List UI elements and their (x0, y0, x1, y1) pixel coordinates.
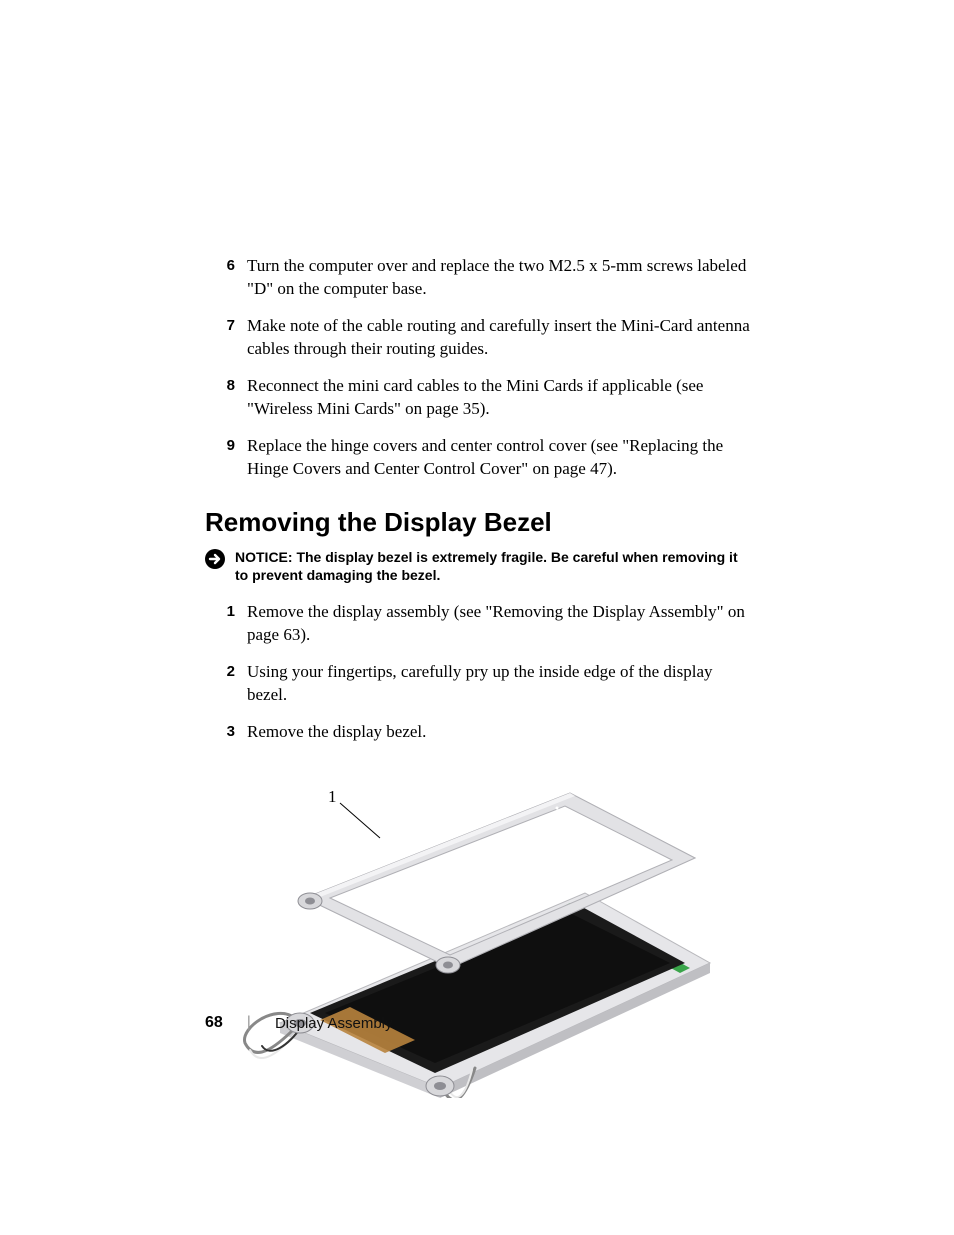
notice-text: NOTICE: The display bezel is extremely f… (235, 548, 754, 586)
steps-bottom: 1 Remove the display assembly (see "Remo… (205, 601, 754, 744)
notice-label: NOTICE: (235, 549, 296, 565)
footer-separator: | (247, 1014, 251, 1032)
step-number: 2 (205, 661, 247, 707)
list-item: 8 Reconnect the mini card cables to the … (205, 375, 754, 421)
display-bezel-illustration: 1 (240, 768, 720, 1098)
step-text: Remove the display assembly (see "Removi… (247, 601, 754, 647)
notice-body: The display bezel is extremely fragile. … (235, 549, 738, 584)
callout-1: 1 (328, 787, 380, 838)
notice-icon (205, 549, 225, 569)
section-heading: Removing the Display Bezel (205, 507, 754, 538)
notice: NOTICE: The display bezel is extremely f… (205, 548, 754, 586)
step-number: 9 (205, 435, 247, 481)
page-footer: 68 | Display Assembly (205, 1014, 393, 1032)
step-number: 8 (205, 375, 247, 421)
step-text: Turn the computer over and replace the t… (247, 255, 754, 301)
step-text: Replace the hinge covers and center cont… (247, 435, 754, 481)
step-text: Remove the display bezel. (247, 721, 754, 744)
step-number: 1 (205, 601, 247, 647)
hinge-right (426, 1076, 454, 1096)
step-number: 3 (205, 721, 247, 744)
list-item: 3 Remove the display bezel. (205, 721, 754, 744)
callout-label: 1 (328, 787, 337, 806)
step-number: 6 (205, 255, 247, 301)
step-number: 7 (205, 315, 247, 361)
page-number: 68 (205, 1014, 223, 1032)
list-item: 9 Replace the hinge covers and center co… (205, 435, 754, 481)
figure: 1 (205, 768, 754, 1103)
list-item: 6 Turn the computer over and replace the… (205, 255, 754, 301)
list-item: 7 Make note of the cable routing and car… (205, 315, 754, 361)
list-item: 2 Using your fingertips, carefully pry u… (205, 661, 754, 707)
footer-section: Display Assembly (275, 1015, 393, 1032)
list-item: 1 Remove the display assembly (see "Remo… (205, 601, 754, 647)
step-text: Using your fingertips, carefully pry up … (247, 661, 754, 707)
step-text: Reconnect the mini card cables to the Mi… (247, 375, 754, 421)
page: 6 Turn the computer over and replace the… (0, 0, 954, 1235)
step-text: Make note of the cable routing and caref… (247, 315, 754, 361)
steps-top: 6 Turn the computer over and replace the… (205, 255, 754, 481)
